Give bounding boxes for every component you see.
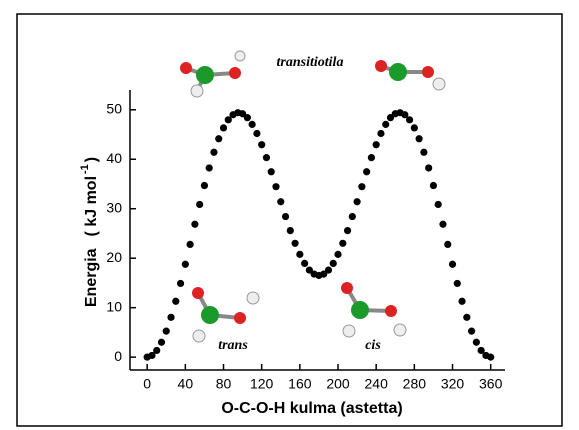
data-point [291,240,298,247]
x-tick-label: 120 [250,376,274,392]
data-point [473,339,480,346]
data-point [206,164,213,171]
data-point [353,198,360,205]
data-point [263,154,270,161]
y-tick-label: 30 [106,199,122,215]
data-point [363,168,370,175]
x-tick-label: 280 [403,376,427,392]
data-point [182,261,189,268]
data-point [187,241,194,248]
data-point [268,168,275,175]
x-tick-label: 40 [178,376,194,392]
data-point [449,261,456,268]
molecule-cis [341,282,406,337]
data-point [301,260,308,267]
data-point [177,280,184,287]
annotation: trans [218,338,248,353]
data-point [153,347,160,354]
data-point [406,116,413,123]
data-point [416,135,423,142]
data-point [163,328,170,335]
x-tick-label: 240 [365,376,389,392]
y-label-unit: ( kJ mol [83,176,100,236]
data-point [282,213,289,220]
y-tick-label: 50 [106,100,122,116]
data-point [358,183,365,190]
data-point [373,141,380,148]
data-point [167,314,174,321]
data-point [272,183,279,190]
y-tick-label: 40 [106,150,122,166]
data-point [454,280,461,287]
data-point [296,251,303,258]
data-point [487,354,494,361]
annotation: transitiotila [277,55,344,70]
data-point [249,121,256,128]
data-point [349,213,356,220]
y-label-main: Energia [83,248,100,307]
y-tick-label: 20 [106,249,122,265]
x-tick-label: 160 [288,376,312,392]
data-point [287,227,294,234]
data-point [334,251,341,258]
data-point [215,135,222,142]
data-point [420,149,427,156]
data-point [220,124,227,131]
y-axis-label: Energia ( kJ mol -1) [79,157,100,307]
data-point [244,114,251,121]
data-point [325,266,332,273]
data-point [425,164,432,171]
data-point [439,221,446,228]
data-point [158,339,165,346]
data-point [277,198,284,205]
data-point [210,149,217,156]
data-point [444,241,451,248]
data-point [344,227,351,234]
data-point [201,182,208,189]
molecule-ts-left [180,51,245,97]
data-point [330,260,337,267]
data-point [368,154,375,161]
x-tick-label: 200 [326,376,350,392]
annotation: cis [365,338,381,353]
y-label-exponent: -1 [79,164,91,174]
data-point [258,141,265,148]
data-point [411,124,418,131]
molecule-trans [192,287,259,342]
data-point [191,221,198,228]
y-tick-label: 0 [114,348,122,364]
data-point [435,201,442,208]
data-point [253,130,260,137]
y-tick-label: 10 [106,298,122,314]
data-point [463,314,470,321]
x-tick-label: 360 [479,376,503,392]
data-point [377,130,384,137]
data-point [430,182,437,189]
molecule-ts-right [375,60,445,90]
data-point [382,121,389,128]
x-axis-label: O-C-O-H kulma (astetta) [221,400,402,417]
data-point [458,298,465,305]
data-point [339,240,346,247]
x-tick-label: 0 [143,376,151,392]
y-label-close: ) [83,157,100,162]
data-point [172,298,179,305]
data-point [468,328,475,335]
x-tick-label: 320 [441,376,465,392]
x-tick-label: 80 [216,376,232,392]
data-point [196,201,203,208]
chart: transitiotila trans cis O-C-O-H kulma (a… [0,0,579,430]
